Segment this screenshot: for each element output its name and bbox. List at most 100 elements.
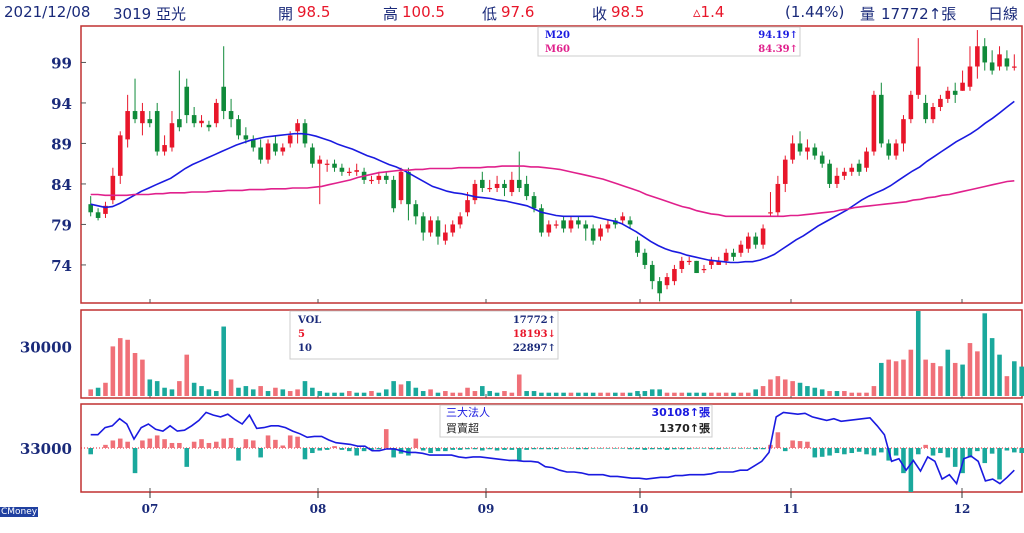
- volume-bar: [236, 387, 241, 396]
- net-buy-bar: [435, 448, 441, 452]
- net-buy-bar: [901, 448, 906, 474]
- volume-bar: [1004, 376, 1010, 396]
- candle-body: [686, 260, 692, 263]
- volume-legend-name: VOL: [297, 315, 321, 326]
- volume-bar: [893, 361, 899, 396]
- candle-body: [457, 216, 463, 225]
- net-buy-bar: [169, 442, 175, 448]
- candle-body: [147, 119, 153, 124]
- candle-body: [450, 224, 456, 233]
- net-buy-bar: [280, 445, 286, 448]
- inst-legend-name: 買賣超: [446, 421, 479, 435]
- net-buy-bar: [531, 448, 537, 450]
- candle-body: [221, 86, 226, 112]
- candle-body: [738, 244, 744, 253]
- net-buy-bar: [686, 448, 692, 450]
- volume-bar: [605, 392, 611, 396]
- volume-bar: [199, 386, 204, 396]
- candle-body: [420, 216, 426, 233]
- volume-bar: [376, 392, 382, 396]
- net-buy-bar: [480, 448, 485, 451]
- net-buy-bar: [701, 448, 707, 449]
- candle-body: [716, 260, 722, 265]
- volume-bar: [731, 392, 736, 396]
- candle-body: [287, 135, 293, 144]
- open-value: 98.5: [297, 3, 331, 21]
- net-buy-bar: [221, 438, 226, 448]
- net-buy-bar: [642, 448, 648, 450]
- net-buy-bar: [376, 448, 382, 450]
- net-buy-bar: [140, 440, 145, 448]
- candle-body: [694, 260, 699, 274]
- candle-body: [664, 277, 670, 286]
- candle-body: [672, 268, 677, 282]
- period-label: 日線: [988, 5, 1019, 23]
- candle-body: [332, 163, 337, 168]
- candle-body: [967, 66, 973, 87]
- volume-bar: [354, 392, 359, 396]
- x-tick-label: 07: [142, 502, 159, 516]
- volume-bar: [975, 351, 980, 396]
- volume-bar: [901, 359, 906, 396]
- net-buy-bar: [635, 448, 640, 450]
- volume-bar: [177, 381, 182, 396]
- inst-legend-value: 30108↑張: [652, 406, 711, 419]
- candle-body: [125, 111, 130, 140]
- volume-bar: [110, 346, 116, 396]
- candle-body: [620, 216, 625, 221]
- candle-body: [280, 147, 286, 152]
- volume-bar: [753, 389, 758, 396]
- net-buy-bar: [420, 448, 426, 451]
- net-buy-bar: [214, 441, 219, 448]
- net-buy-bar: [605, 448, 611, 449]
- volume-bar: [413, 387, 419, 396]
- candle-body: [938, 98, 943, 107]
- net-buy-bar: [502, 448, 507, 450]
- net-buy-bar: [361, 448, 367, 452]
- volume-bar: [287, 391, 293, 396]
- candle-body: [790, 143, 795, 160]
- volume-bar: [465, 387, 470, 396]
- candle-body: [494, 183, 500, 188]
- volume-bar: [369, 391, 374, 396]
- net-buy-bar: [989, 448, 995, 454]
- quote-date: 2021/12/08: [4, 3, 91, 21]
- volume-bar: [280, 389, 286, 396]
- net-buy-bar: [177, 442, 182, 448]
- candle-body: [657, 281, 662, 294]
- net-buy-bar: [886, 448, 891, 461]
- low-value: 97.6: [501, 3, 535, 21]
- net-buy-bar: [679, 448, 685, 450]
- volume-bar: [849, 392, 855, 396]
- net-buy-bar: [1019, 448, 1024, 454]
- volume-bar: [997, 354, 1002, 396]
- net-buy-bar: [317, 448, 323, 451]
- volume-bar: [583, 392, 589, 396]
- volume-bar: [184, 354, 190, 396]
- candle-body: [206, 124, 212, 128]
- price-legend-box: [537, 26, 801, 57]
- candle-body: [472, 183, 478, 201]
- volume-bar: [864, 392, 869, 396]
- price-tick-label: 89: [51, 135, 72, 153]
- legend-ma60-name: M60: [545, 44, 570, 55]
- net-buy-bar: [590, 448, 596, 449]
- legend-ma20-value: 94.19↑: [758, 30, 798, 41]
- net-buy-bar: [997, 448, 1002, 480]
- volume-bar: [1012, 361, 1017, 396]
- candle-body: [753, 236, 758, 245]
- x-tick-label: 12: [954, 502, 971, 516]
- candle-body: [886, 143, 891, 156]
- candle-body: [516, 179, 522, 188]
- candle-body: [561, 220, 566, 229]
- volume-bar: [657, 389, 662, 396]
- net-buy-bar: [339, 448, 345, 450]
- net-buy-bar: [672, 448, 677, 450]
- volume-bar: [908, 349, 914, 396]
- candle-body: [487, 187, 492, 190]
- candle-body: [598, 228, 603, 237]
- volume-bar: [531, 391, 537, 396]
- candle-body: [723, 252, 729, 261]
- volume-bar: [480, 386, 485, 396]
- net-buy-bar: [915, 448, 921, 455]
